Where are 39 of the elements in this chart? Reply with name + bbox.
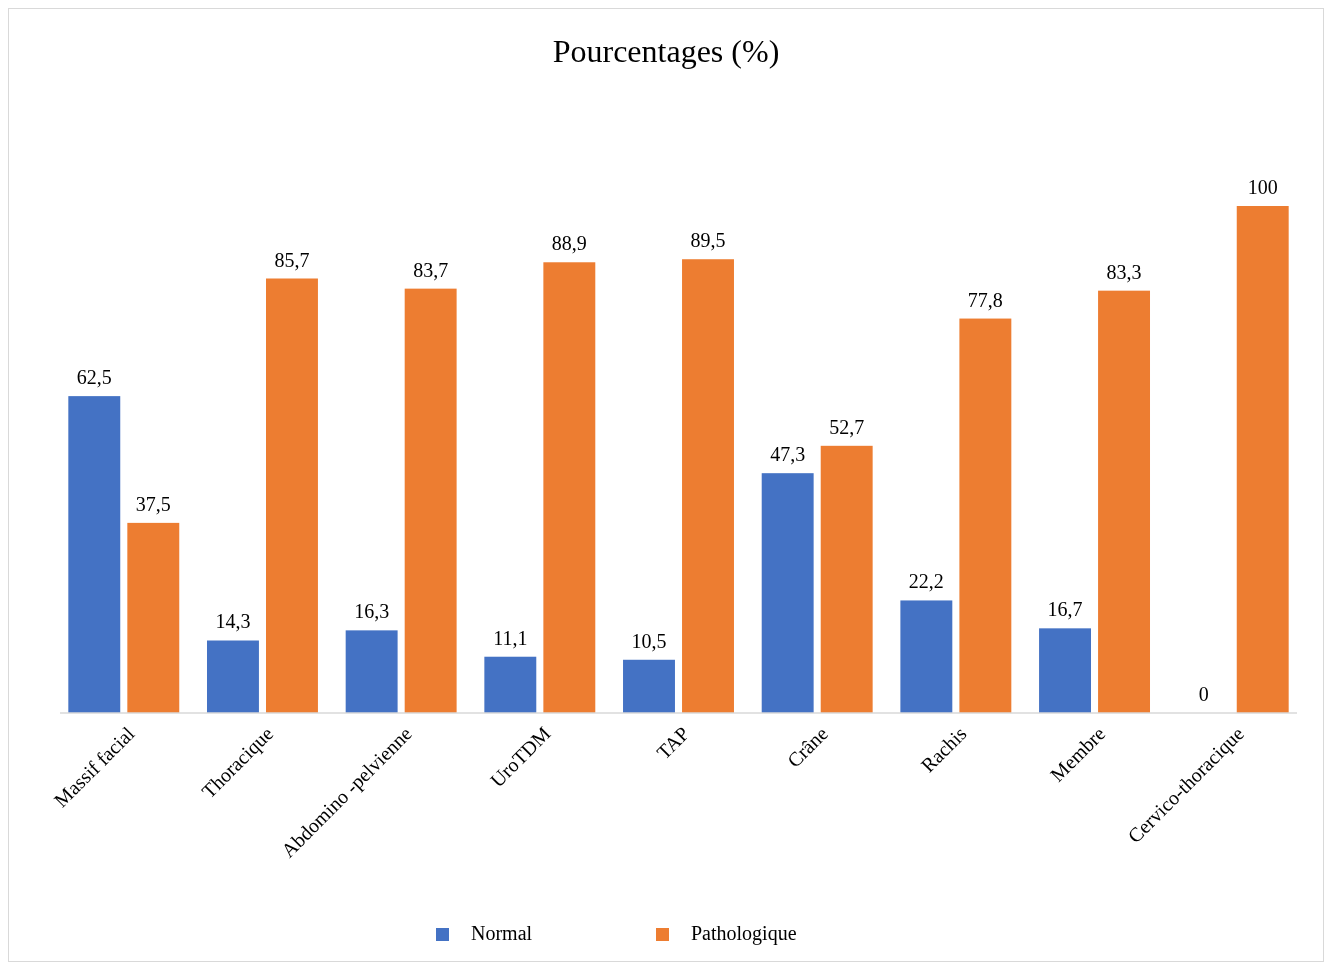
data-label: 100 [1247,176,1278,198]
bar [345,630,398,713]
bar [127,522,180,713]
bar [1039,628,1091,713]
data-label: 88,9 [551,232,587,255]
data-label: 62,5 [76,366,112,389]
data-label: 14,3 [215,610,251,633]
bar [682,259,734,713]
data-label: 47,3 [770,443,806,466]
data-label: 16,7 [1047,598,1083,621]
bar [900,600,953,713]
data-label: 22,2 [908,570,944,593]
data-label: 37,5 [135,492,171,515]
bar [266,278,318,713]
legend-label: Normal [471,922,533,944]
bar [484,656,537,713]
bar [1236,206,1289,713]
bar [820,445,873,713]
bar [68,396,121,713]
data-label: 11,1 [493,626,528,649]
legend-label: Pathologique [691,922,797,945]
data-label: 77,8 [967,288,1003,311]
data-label: 10,5 [631,629,667,652]
bar [623,659,675,713]
data-label: 83,3 [1106,260,1142,283]
data-label: 85,7 [274,248,310,271]
x-tick-label: TAP [652,722,694,764]
data-label: 0 [1198,683,1209,705]
bar [1098,290,1150,713]
bar [543,262,596,713]
bar [404,288,457,713]
data-label: 52,7 [829,415,865,438]
bar [959,318,1012,713]
chart-title: Pourcentages (%) [552,33,780,69]
data-label: 89,5 [690,229,726,252]
data-label: 16,3 [354,600,390,623]
bar [761,473,814,713]
data-label: 83,7 [413,258,449,281]
bar [207,640,259,713]
